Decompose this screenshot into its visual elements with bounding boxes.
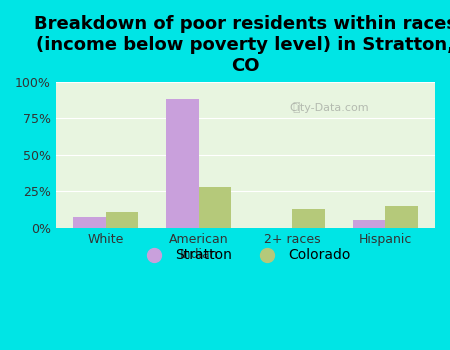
- Bar: [292, 209, 324, 228]
- Bar: [352, 220, 385, 228]
- Text: ⓘ: ⓘ: [293, 102, 300, 114]
- Legend: Stratton, Colorado: Stratton, Colorado: [135, 242, 356, 267]
- Bar: [166, 99, 199, 228]
- Bar: [73, 217, 106, 228]
- Bar: [106, 212, 138, 228]
- Bar: [385, 206, 418, 228]
- Bar: [199, 187, 231, 228]
- Title: Breakdown of poor residents within races
(income below poverty level) in Stratto: Breakdown of poor residents within races…: [34, 15, 450, 75]
- Text: City-Data.com: City-Data.com: [289, 103, 369, 113]
